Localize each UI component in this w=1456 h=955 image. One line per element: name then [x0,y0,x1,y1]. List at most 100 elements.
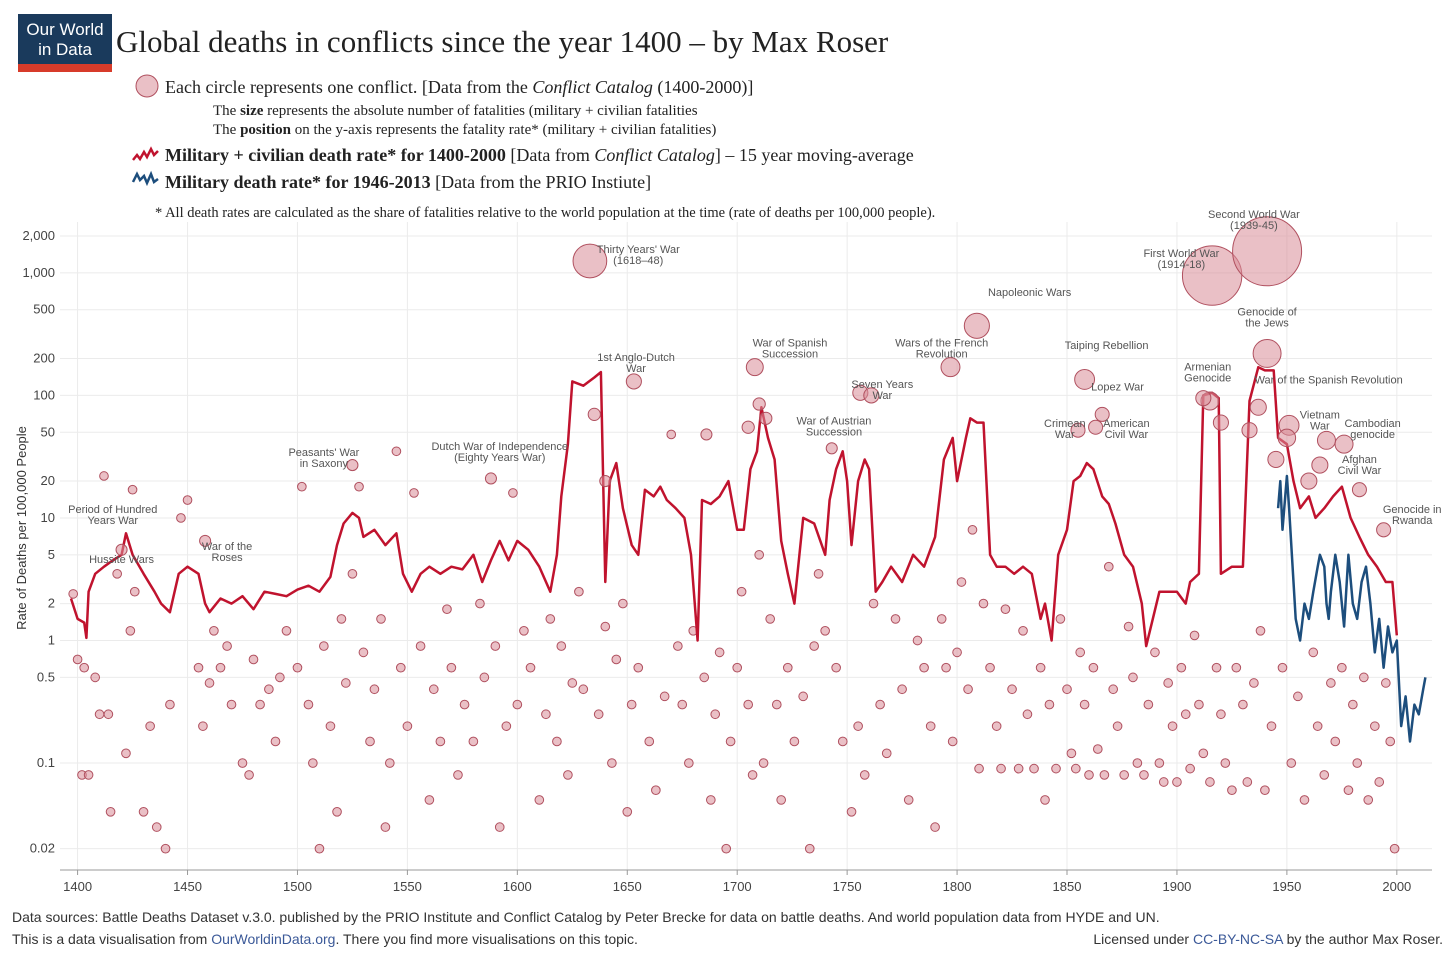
bubble [1286,758,1297,768]
bubble [1319,770,1330,780]
annotation-line: War of the Spanish Revolution [1255,375,1403,387]
annotation: Hussite Wars [89,554,154,566]
bubble [967,524,978,535]
bubble [875,699,885,710]
bubble [940,357,961,378]
bubble [332,806,342,817]
logo-text: in Data [38,40,92,59]
bubble [1044,699,1055,710]
bubble [963,312,990,339]
bubble [699,672,710,683]
bubble [837,736,848,747]
annotation-line: genocide [1350,429,1395,441]
annotation: Afghan Civil War [1338,454,1382,477]
text: Military + civilian death rate* for 1400… [165,145,506,165]
bubble [782,662,793,673]
bubble [264,684,274,695]
bubble [666,429,677,440]
x-tick-label: 1700 [723,879,752,894]
bubble [1167,721,1178,731]
annotation-line: (1914-18) [1157,259,1205,271]
bubble [459,699,470,710]
bubble [222,641,232,651]
plot-area: 2,000 1,000 500 200 100 50 20 10 5 2 1 0.5 0.1 0.02 14… [22,209,1441,894]
bubble [125,625,136,636]
annotation-line: Thirty Years' War [597,244,680,256]
annotation: Napoleonic Wars [988,287,1072,299]
y-tick-label: 10 [41,510,55,525]
bubble [563,770,573,780]
annotation-line: Succession [806,426,862,438]
annotation-line: Armenian [1184,361,1231,373]
y-tick-label: 2 [48,596,55,611]
bubble [501,721,512,731]
bubble [105,806,116,817]
bubble [725,736,736,747]
bubble [771,699,782,710]
annotation-line: Dutch War of Independence [431,441,568,453]
link[interactable]: CC-BY-NC-SA [1193,931,1284,947]
bubble [587,407,601,421]
bubble [974,763,984,774]
bubble [747,770,758,780]
text: . There you find more visualisations on … [335,931,637,947]
bubble [1066,748,1077,759]
line [1276,474,1427,743]
text: size [240,103,264,119]
bubble [952,647,962,658]
bubble [1363,795,1374,805]
bubble [346,459,359,472]
bubble [1205,777,1215,787]
bubble [395,662,406,673]
bubble [204,678,215,688]
legend-text: Each circle represents one conflict. [Da… [165,77,753,98]
text: position [240,122,292,138]
text: The [213,103,240,119]
x-tick-label: 1450 [173,879,202,894]
text: [Data from the PRIO Instiute] [431,172,651,192]
bubble [1092,744,1103,754]
bubble [1326,678,1336,688]
bubble [468,736,479,747]
bubble [1154,758,1165,768]
bubble [1051,763,1061,774]
bubble [1150,647,1160,658]
bubble [1267,450,1285,469]
bubble [479,672,490,683]
annotation: Cambodian genocide [1345,418,1401,441]
bubble [985,662,995,673]
bubble [281,625,292,636]
bubble [1176,662,1187,673]
bubble [1216,709,1226,720]
bubble [237,758,248,768]
bubble [651,785,661,796]
bubble [182,495,193,505]
bubble [789,736,800,747]
bubble [1062,684,1072,695]
annotation: Genocide in Rwanda [1383,504,1442,527]
bubble [1311,456,1329,474]
annotation-line: Succession [762,349,818,361]
annotation-line: Roses [212,552,244,564]
bubble [572,243,608,279]
bubble [1352,758,1363,768]
bubble [1084,770,1094,780]
y-tick-label: 20 [41,473,55,488]
bubble [825,442,838,455]
bubble [752,397,766,411]
annotation-line: Second World War [1208,209,1300,221]
logo-bar [18,64,112,72]
annotation-line: Civil War [1105,429,1149,441]
annotation-line: War [1310,420,1330,432]
annotation-line: Lopez War [1091,381,1144,393]
bubble [745,358,764,377]
x-tick-label: 1650 [613,879,642,894]
bubble [127,484,138,495]
x-tick-label: 2000 [1382,879,1411,894]
bubble [199,534,212,547]
bubble [1308,647,1319,658]
link[interactable]: OurWorldinData.org [211,931,335,947]
bubble [1277,662,1288,673]
bubble [1195,390,1212,407]
x-tick-label: 1550 [393,879,422,894]
